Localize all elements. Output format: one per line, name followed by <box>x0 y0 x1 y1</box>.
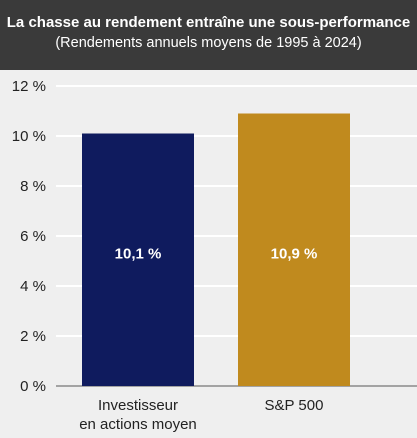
data-label: 10,1 % <box>115 246 162 263</box>
y-tick-label: 8 % <box>20 178 46 195</box>
category-label: S&P 500 <box>265 397 324 414</box>
y-tick-label: 4 % <box>20 278 46 295</box>
chart-header: La chasse au rendement entraîne une sous… <box>0 0 417 70</box>
y-tick-label: 6 % <box>20 228 46 245</box>
category-label: en actions moyen <box>79 416 197 433</box>
chart-title: La chasse au rendement entraîne une sous… <box>6 14 411 31</box>
category-label: Investisseur <box>98 397 178 414</box>
y-tick-label: 10 % <box>12 128 46 145</box>
bar <box>82 133 194 386</box>
chart-subtitle: (Rendements annuels moyens de 1995 à 202… <box>55 35 362 51</box>
y-tick-label: 2 % <box>20 328 46 345</box>
data-label: 10,9 % <box>271 246 318 263</box>
y-tick-label: 12 % <box>12 78 46 95</box>
bar <box>238 113 350 386</box>
y-tick-label: 0 % <box>20 378 46 395</box>
